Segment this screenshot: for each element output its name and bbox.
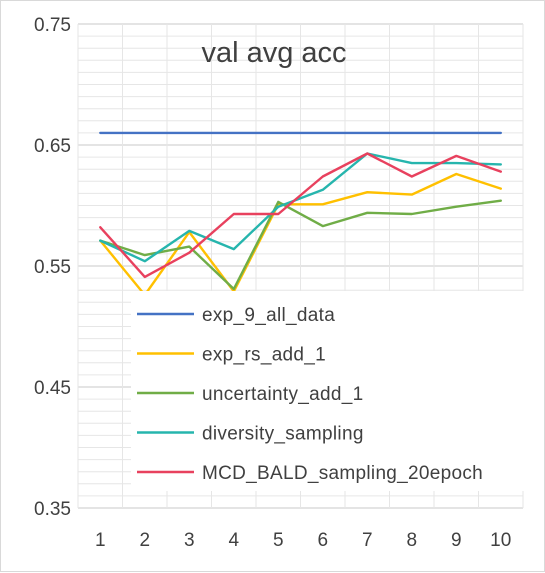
legend-label: exp_9_all_data — [202, 305, 335, 326]
legend: exp_9_all_data exp_rs_add_1 uncertainty_ad… — [137, 305, 483, 484]
legend-label: uncertainty_add_1 — [202, 384, 363, 405]
x-tick-label: 2 — [139, 530, 150, 551]
y-tick-label: 0.55 — [34, 257, 71, 278]
legend-label: MCD_BALD_sampling_20epoch — [202, 463, 483, 484]
series-line-mcd-bald-sampling-20epoch — [99, 152, 502, 279]
y-tick-label: 0.75 — [34, 15, 71, 36]
legend-background — [131, 291, 531, 491]
x-tick-label: 7 — [362, 530, 373, 551]
chart-title: val avg acc — [201, 37, 346, 69]
x-tick-label: 8 — [406, 530, 417, 551]
x-tick-label: 3 — [184, 530, 195, 551]
x-tick-label: 5 — [273, 530, 284, 551]
series-lines — [99, 131, 502, 297]
legend-label: diversity_sampling — [202, 424, 364, 445]
series-line-diversity-sampling — [99, 152, 502, 263]
y-tick-label: 0.65 — [34, 136, 71, 157]
x-tick-label: 1 — [95, 530, 106, 551]
x-tick-label: 10 — [490, 530, 511, 551]
legend-label: exp_rs_add_1 — [202, 345, 326, 366]
y-tick-label: 0.45 — [34, 378, 71, 399]
x-tick-label: 6 — [317, 530, 328, 551]
series-line-uncertainty-add-1 — [99, 199, 502, 291]
x-tick-label: 4 — [228, 530, 239, 551]
x-tick-labels: 1 2 3 4 5 6 7 8 9 10 — [95, 530, 511, 551]
y-tick-labels: 0.75 0.65 0.55 0.45 0.35 — [34, 15, 71, 520]
y-tick-label: 0.35 — [34, 499, 71, 520]
x-tick-label: 9 — [451, 530, 462, 551]
